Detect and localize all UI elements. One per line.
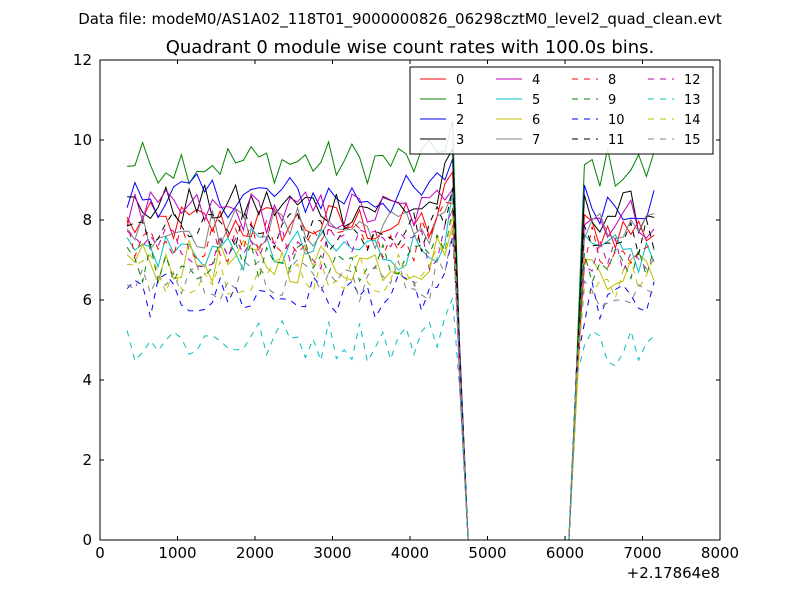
series-line-9 bbox=[126, 208, 655, 540]
x-tick-label: 6000 bbox=[546, 544, 584, 562]
y-tick-label: 2 bbox=[82, 451, 92, 469]
y-tick-label: 10 bbox=[73, 131, 92, 149]
chart-title: Quadrant 0 module wise count rates with … bbox=[166, 37, 655, 58]
series-line-14 bbox=[127, 214, 655, 540]
y-tick-label: 4 bbox=[82, 371, 92, 389]
y-tick-label: 12 bbox=[73, 51, 92, 69]
x-tick-label: 0 bbox=[95, 544, 105, 562]
legend-label-9: 9 bbox=[608, 93, 616, 108]
series-line-3 bbox=[127, 147, 655, 540]
x-tick-label: 3000 bbox=[313, 544, 351, 562]
legend-label-3: 3 bbox=[456, 133, 464, 148]
legend-label-4: 4 bbox=[532, 73, 540, 88]
legend-label-2: 2 bbox=[456, 113, 464, 128]
series-line-12 bbox=[126, 208, 655, 540]
legend-label-1: 1 bbox=[456, 93, 464, 108]
legend-label-7: 7 bbox=[532, 133, 540, 148]
series-line-8 bbox=[126, 201, 655, 540]
supertitle: Data file: modeM0/AS1A02_118T01_90000008… bbox=[78, 10, 722, 29]
series-line-0 bbox=[126, 170, 655, 540]
series-line-5 bbox=[126, 190, 655, 540]
legend-label-15: 15 bbox=[684, 133, 701, 148]
legend-label-5: 5 bbox=[532, 93, 540, 108]
legend-label-8: 8 bbox=[608, 73, 616, 88]
y-tick-label: 0 bbox=[82, 531, 92, 549]
legend-label-13: 13 bbox=[684, 93, 701, 108]
series-line-6 bbox=[126, 224, 655, 540]
legend-label-12: 12 bbox=[684, 73, 701, 88]
y-tick-label: 8 bbox=[82, 211, 92, 229]
legend-label-6: 6 bbox=[532, 113, 540, 128]
legend-label-11: 11 bbox=[608, 133, 625, 148]
legend-label-10: 10 bbox=[608, 113, 625, 128]
x-offset-label: +2.17864e8 bbox=[627, 564, 720, 582]
series-line-1 bbox=[127, 120, 655, 540]
legend-label-14: 14 bbox=[684, 113, 701, 128]
series-line-13 bbox=[126, 297, 655, 540]
y-tick-label: 6 bbox=[82, 291, 92, 309]
series-line-7 bbox=[126, 191, 655, 540]
x-tick-label: 8000 bbox=[701, 544, 739, 562]
legend-label-0: 0 bbox=[456, 73, 464, 88]
x-tick-label: 1000 bbox=[158, 544, 196, 562]
x-tick-label: 2000 bbox=[236, 544, 274, 562]
series-line-15 bbox=[126, 230, 655, 540]
x-tick-label: 5000 bbox=[468, 544, 506, 562]
series-line-11 bbox=[126, 187, 655, 540]
x-tick-label: 7000 bbox=[623, 544, 661, 562]
x-tick-label: 4000 bbox=[391, 544, 429, 562]
